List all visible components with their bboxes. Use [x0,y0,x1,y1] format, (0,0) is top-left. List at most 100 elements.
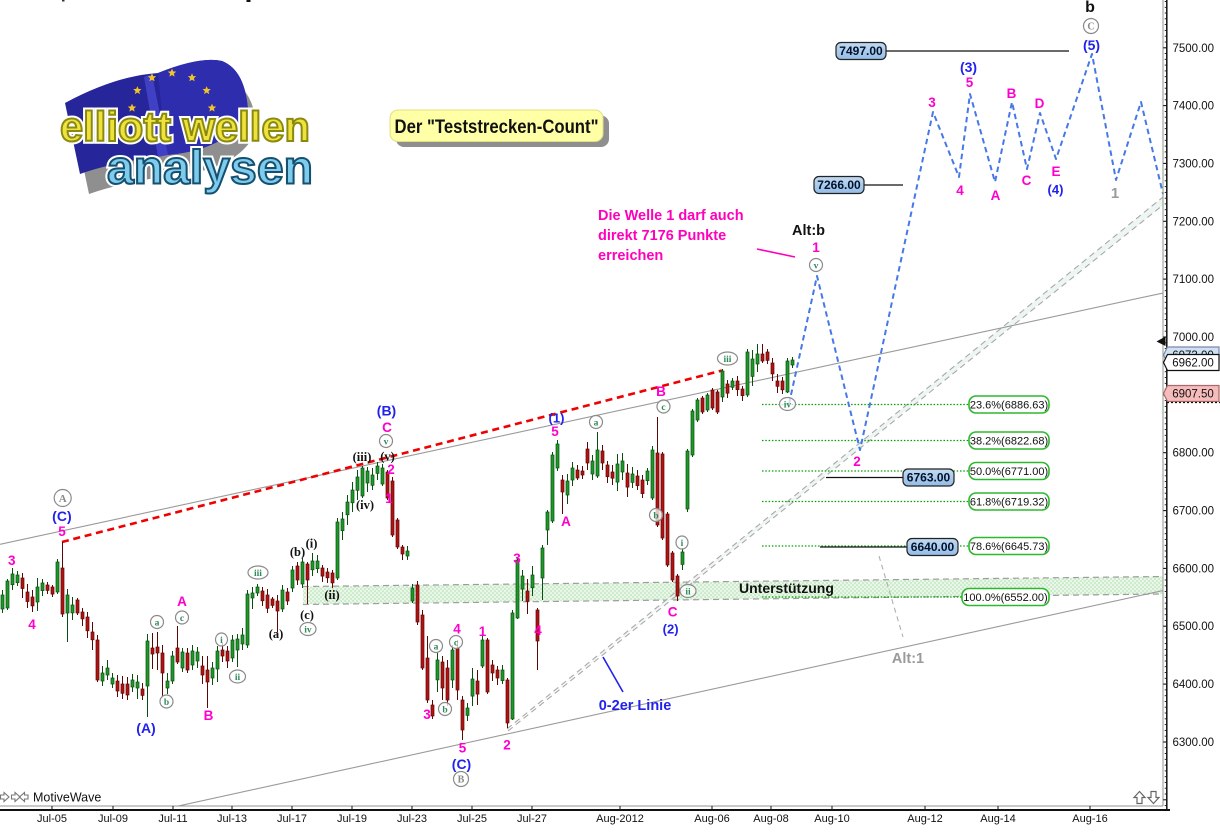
svg-text:iii: iii [724,355,732,365]
svg-text:ii: ii [235,673,241,683]
svg-text:(c): (c) [300,608,314,622]
svg-text:b: b [1085,0,1095,16]
svg-text:5: 5 [58,524,66,539]
svg-text:Alt:1: Alt:1 [892,651,924,667]
svg-text:(v): (v) [380,450,395,464]
svg-text:(1): (1) [549,411,565,426]
svg-text:iii: iii [254,569,262,579]
svg-text:(A): (A) [136,720,155,736]
svg-text:3: 3 [928,95,936,110]
svg-text:Jul-23: Jul-23 [397,813,427,825]
svg-text:5: 5 [551,424,559,439]
svg-text:(b): (b) [290,545,305,559]
svg-text:1: 1 [1111,185,1119,202]
svg-text:1: 1 [479,624,487,639]
svg-text:6962.00: 6962.00 [1172,358,1214,370]
svg-text:6500.00: 6500.00 [1173,621,1215,633]
svg-text:D: D [1035,96,1045,111]
svg-text:61.8%(6719.32): 61.8%(6719.32) [970,496,1048,508]
svg-text:3: 3 [8,553,16,568]
svg-text:7200.00: 7200.00 [1173,216,1215,228]
svg-text:6400.00: 6400.00 [1173,679,1215,691]
svg-text:(a): (a) [269,627,284,641]
svg-text:6800.00: 6800.00 [1173,448,1215,460]
svg-text:C: C [382,420,392,435]
svg-text:Aug-10: Aug-10 [814,813,849,825]
svg-text:b: b [442,705,447,715]
svg-text:78.6%(6645.73): 78.6%(6645.73) [970,541,1048,553]
svg-text:6907.50: 6907.50 [1172,389,1214,401]
svg-text:7266.00: 7266.00 [817,178,861,192]
svg-text:C: C [1087,22,1094,33]
svg-text:A: A [59,493,67,505]
svg-text:7500.00: 7500.00 [1173,43,1215,55]
svg-text:1: 1 [385,491,393,506]
svg-text:(B): (B) [377,403,396,419]
svg-text:4: 4 [453,622,461,637]
svg-text:100.0%(6552.00): 100.0%(6552.00) [963,592,1047,604]
svg-text:analysen: analysen [107,141,313,194]
svg-text:6700.00: 6700.00 [1173,506,1215,518]
svg-text:7100.00: 7100.00 [1173,274,1215,286]
svg-text:c: c [180,614,184,624]
svg-text:C: C [1022,173,1032,188]
svg-text:Der "Teststrecken-Count": Der "Teststrecken-Count" [395,117,599,138]
svg-text:6763.00: 6763.00 [907,471,951,485]
svg-text:5: 5 [966,75,974,90]
svg-text:7000.00: 7000.00 [1173,332,1215,344]
svg-text:2: 2 [853,454,861,469]
svg-text:Jul-05: Jul-05 [37,813,67,825]
svg-text:6640.00: 6640.00 [911,540,955,554]
svg-text:Alt:b: Alt:b [792,223,825,239]
svg-text:4: 4 [28,617,36,632]
svg-text:v: v [384,437,389,447]
svg-text:c: c [454,638,458,648]
svg-text:(iii): (iii) [353,450,372,464]
svg-text:6300.00: 6300.00 [1173,737,1215,749]
svg-text:Aug-14: Aug-14 [980,813,1015,825]
svg-text:analysen: analysen [107,141,313,194]
svg-text:38.2%(6822.68): 38.2%(6822.68) [970,435,1048,447]
svg-text:(5): (5) [1083,37,1100,53]
svg-text:B: B [656,384,666,399]
svg-text:Aug-12: Aug-12 [907,813,942,825]
svg-text:E: E [1051,164,1060,179]
svg-text:Die Welle 1 darf auch: Die Welle 1 darf auch [598,208,744,224]
svg-text:(i): (i) [306,537,318,551]
svg-text:Unterstützung: Unterstützung [739,580,834,596]
svg-text:Jul-13: Jul-13 [217,813,247,825]
svg-text:ii: ii [685,587,691,597]
svg-text:Aug-2012: Aug-2012 [596,813,644,825]
svg-text:A: A [561,514,571,529]
svg-text:Aug-06: Aug-06 [694,813,729,825]
svg-text:B: B [204,708,214,723]
svg-text:3: 3 [423,707,431,722]
svg-text:MotiveWave: MotiveWave [33,791,101,805]
svg-text:(ii): (ii) [324,588,339,602]
svg-text:2: 2 [387,462,395,477]
svg-text:5: 5 [459,741,467,756]
svg-text:Jul-27: Jul-27 [517,813,547,825]
svg-text:7400.00: 7400.00 [1173,101,1215,113]
svg-text:(4): (4) [1048,182,1064,197]
svg-text:c: c [661,403,665,413]
svg-text:b: b [164,698,169,708]
svg-text:B: B [458,775,465,786]
svg-text:Aug-16: Aug-16 [1072,813,1107,825]
svg-text:Aug-08: Aug-08 [753,813,788,825]
svg-text:direkt 7176 Punkte: direkt 7176 Punkte [598,228,726,244]
svg-text:a: a [434,642,439,652]
svg-text:50.0%(6771.00): 50.0%(6771.00) [970,466,1048,478]
svg-text:b: b [653,511,658,521]
svg-text:A: A [991,188,1001,203]
svg-text:4: 4 [534,623,542,638]
svg-text:iv: iv [784,400,792,410]
svg-text:23.6%(6886.63): 23.6%(6886.63) [970,399,1048,411]
svg-text:i: i [220,636,223,646]
svg-text:Jul-25: Jul-25 [457,813,487,825]
svg-text:Jul-19: Jul-19 [337,813,367,825]
svg-text:4: 4 [956,183,964,198]
svg-text:2: 2 [503,738,511,753]
svg-text:a: a [155,618,160,628]
svg-text:(2): (2) [663,622,679,637]
